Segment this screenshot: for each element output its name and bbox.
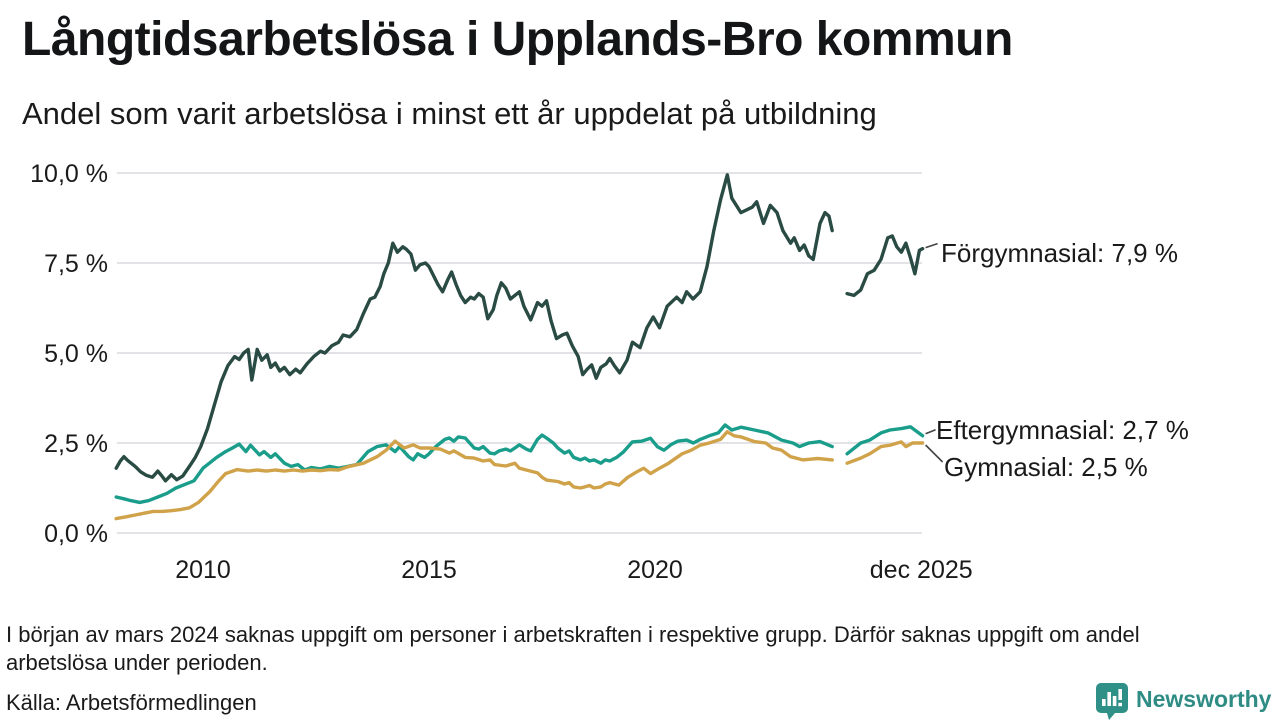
series-end-label-forgymnasial: Förgymnasial: 7,9 % bbox=[941, 238, 1178, 268]
x-axis-tick-label: dec 2025 bbox=[870, 556, 973, 584]
series-end-label-eftergymnasial: Eftergymnasial: 2,7 % bbox=[936, 415, 1189, 445]
chart-footnote: I början av mars 2024 saknas uppgift om … bbox=[6, 622, 1140, 675]
series-line-förgymnasial bbox=[114, 173, 925, 483]
y-axis-tick-label: 7,5 % bbox=[44, 250, 108, 278]
chart-subtitle: Andel som varit arbetslösa i minst ett å… bbox=[22, 96, 877, 131]
series-line-eftergymnasial bbox=[114, 423, 925, 505]
newsworthy-wordmark: Newsworthy bbox=[1136, 686, 1272, 712]
y-axis-tick-label: 0,0 % bbox=[44, 520, 108, 548]
source-text: Källa: Arbetsförmedlingen bbox=[6, 690, 257, 715]
newsworthy-logo[interactable]: Newsworthy bbox=[1096, 683, 1272, 720]
x-axis-tick-label: 2010 bbox=[175, 556, 231, 584]
y-axis-tick-label: 2,5 % bbox=[44, 430, 108, 458]
x-axis-tick-label: 2015 bbox=[401, 556, 457, 584]
y-axis-tick-label: 10,0 % bbox=[30, 160, 108, 188]
x-axis-tick-label: 2020 bbox=[627, 556, 683, 584]
y-axis-tick-label: 5,0 % bbox=[44, 340, 108, 368]
page-title: Långtidsarbetslösa i Upplands-Bro kommun bbox=[22, 13, 1013, 66]
series-line-gymnasial bbox=[114, 430, 925, 521]
newsworthy-chart-bubble-icon bbox=[1096, 683, 1128, 720]
series-end-label-gymnasial: Gymnasial: 2,5 % bbox=[944, 452, 1148, 482]
